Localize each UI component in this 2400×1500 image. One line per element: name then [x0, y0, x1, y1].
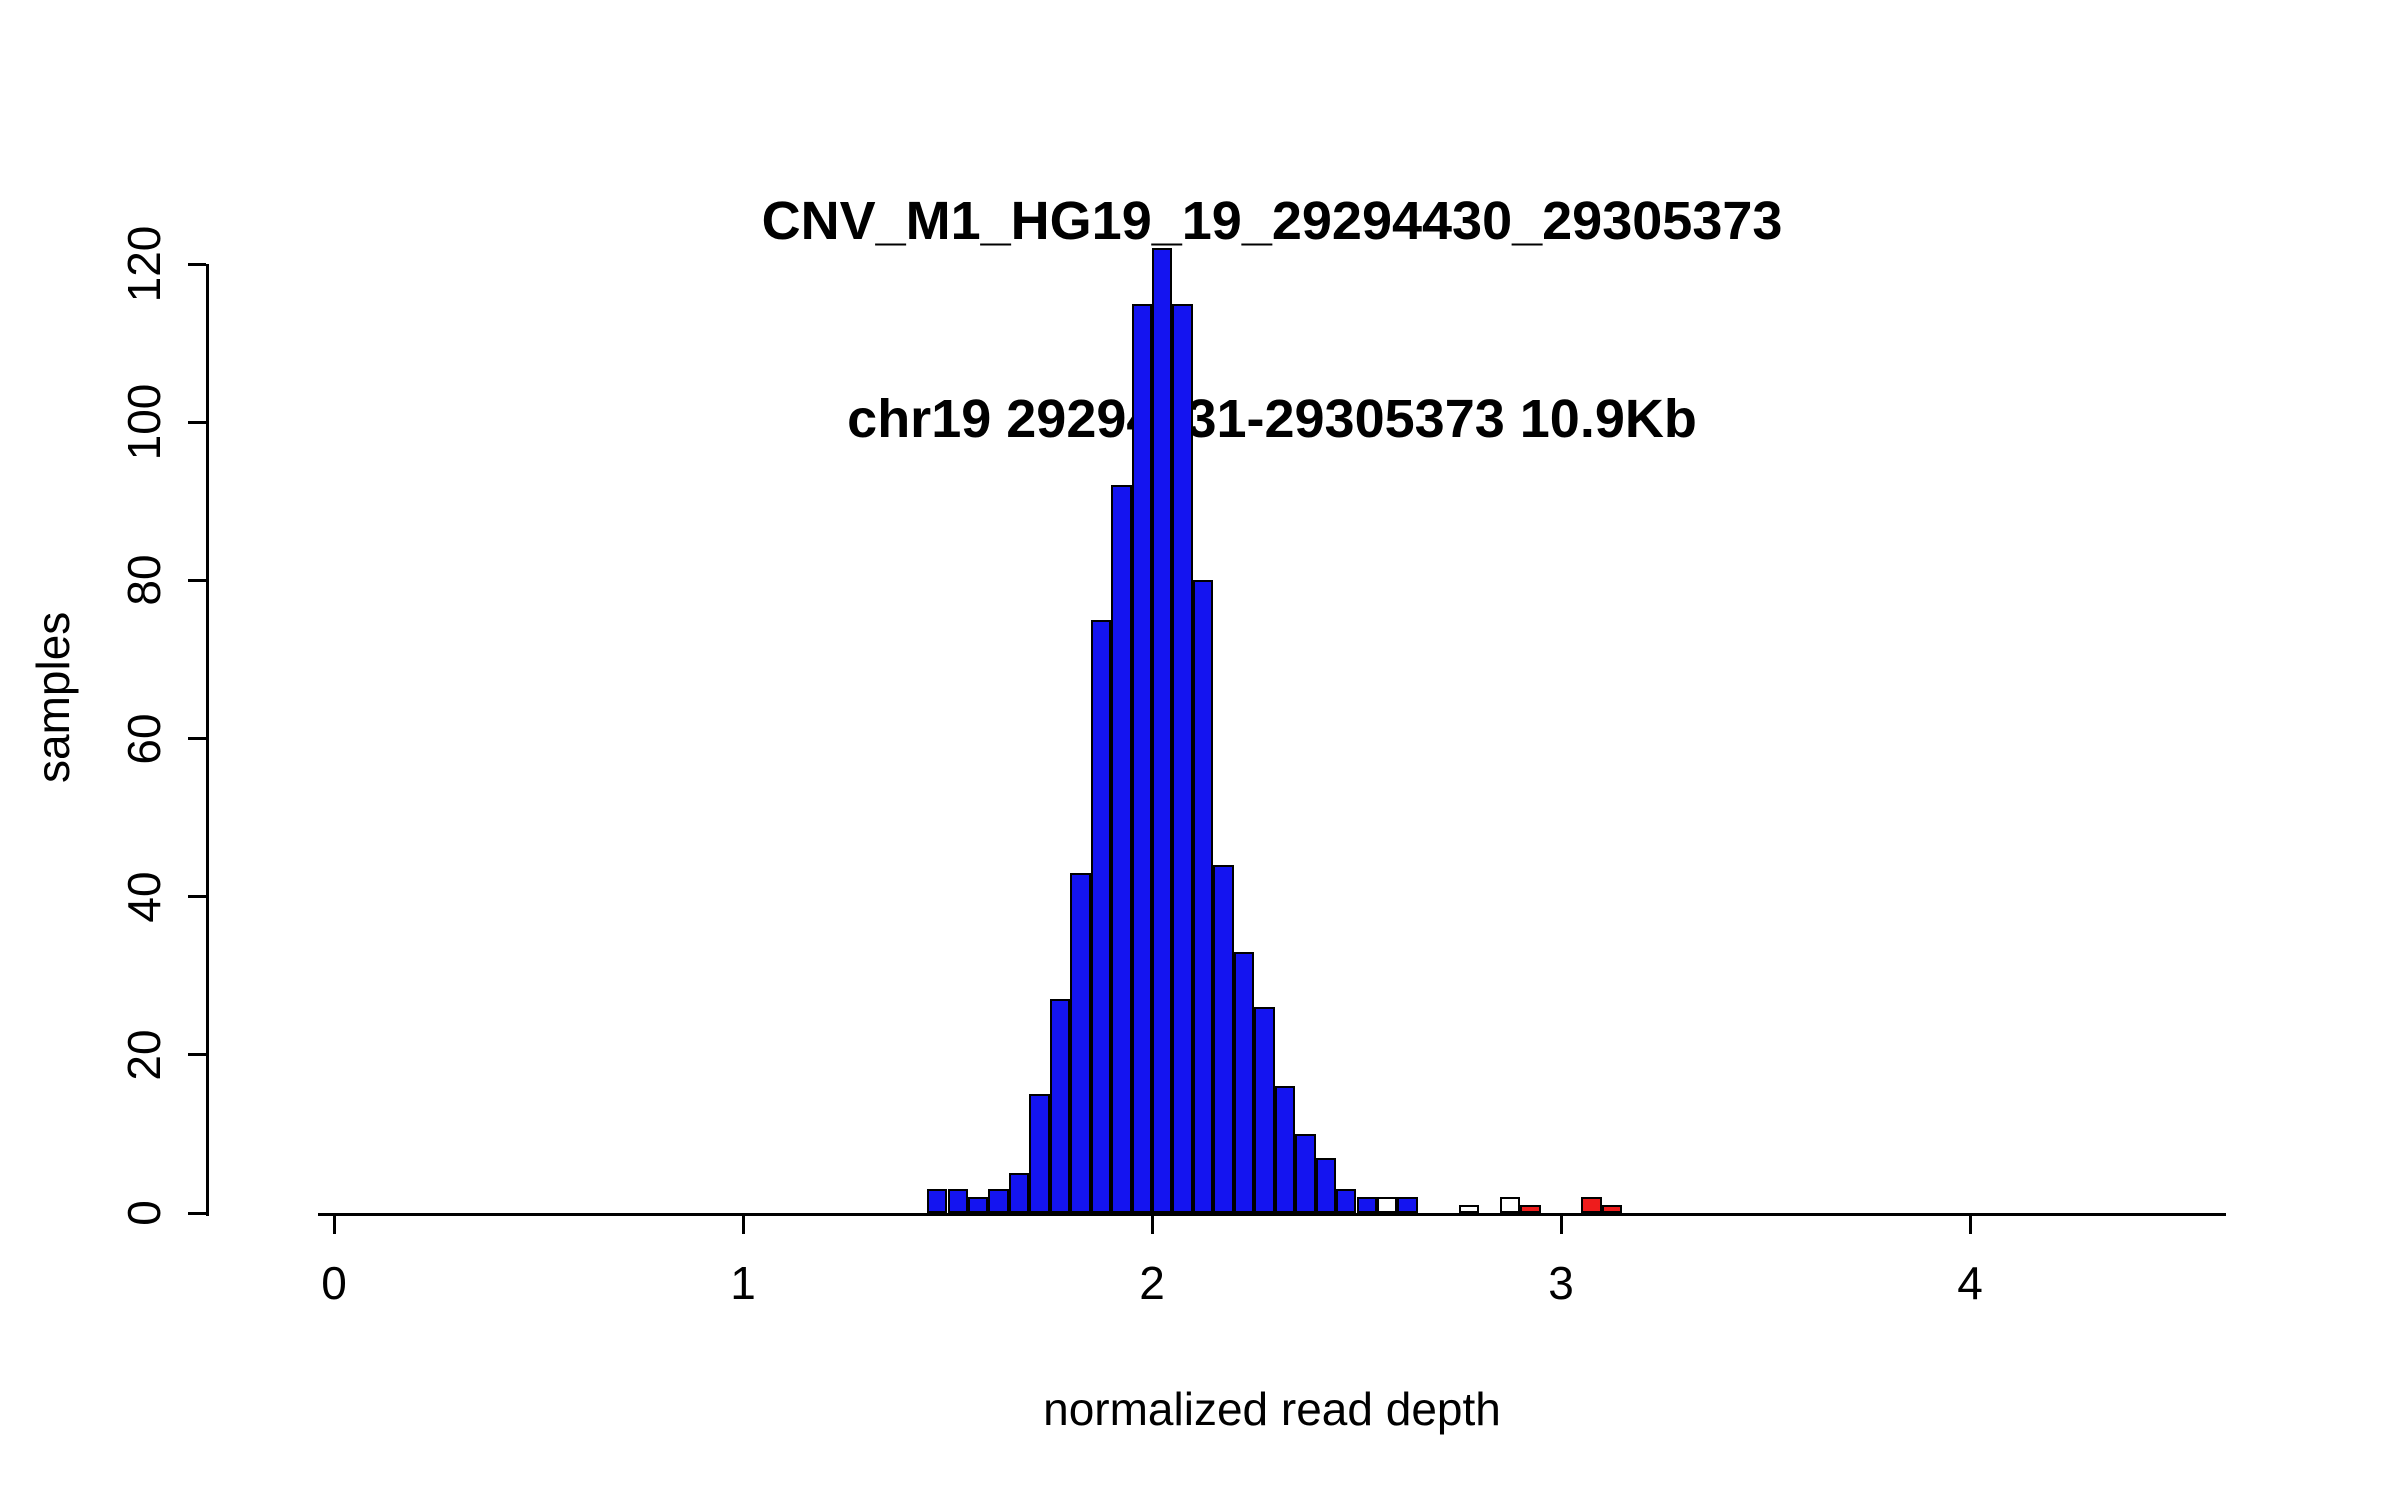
histogram-bar	[1254, 1007, 1275, 1213]
histogram-bar	[927, 1189, 948, 1213]
histogram-bar	[1356, 1197, 1377, 1213]
chart-title: CNV_M1_HG19_19_29294430_29305373 chr19 2…	[318, 56, 2226, 584]
y-axis-tick	[188, 1211, 206, 1215]
histogram-bar	[947, 1189, 968, 1213]
histogram-bar	[1233, 952, 1255, 1213]
histogram-bar	[1458, 1205, 1480, 1213]
histogram-bar	[1172, 303, 1193, 1213]
y-axis-tick	[188, 895, 206, 899]
y-axis-line	[206, 264, 209, 1216]
histogram-bar	[1336, 1189, 1357, 1213]
x-axis-tick	[1968, 1216, 1972, 1234]
x-axis-tick	[332, 1216, 336, 1234]
chart-title-line1: CNV_M1_HG19_19_29294430_29305373	[761, 191, 1783, 251]
histogram-bar	[1295, 1133, 1316, 1213]
x-axis-line	[318, 1213, 2226, 1216]
histogram-bar	[1274, 1086, 1296, 1213]
histogram-bar	[1499, 1197, 1521, 1213]
histogram-bar	[1111, 485, 1132, 1213]
x-axis-tick	[741, 1216, 745, 1234]
histogram-bar	[1090, 619, 1112, 1213]
histogram-bar	[1008, 1173, 1030, 1213]
histogram-bar	[1049, 999, 1071, 1213]
histogram-bar	[1029, 1094, 1050, 1213]
y-axis-tick	[188, 1053, 206, 1057]
histogram-bar	[1520, 1205, 1541, 1213]
y-axis-tick-label: 60	[118, 712, 170, 765]
x-axis-tick-label: 1	[730, 1257, 756, 1309]
histogram-bar	[1152, 248, 1173, 1213]
histogram-bar	[1192, 580, 1214, 1213]
x-axis-tick	[1150, 1216, 1154, 1234]
y-axis-title: samples	[27, 611, 79, 783]
histogram-bar	[1131, 303, 1152, 1213]
x-axis-tick-label: 0	[321, 1257, 347, 1309]
y-axis-tick-label: 20	[118, 1029, 170, 1081]
y-axis-tick	[188, 262, 206, 266]
histogram-bar	[967, 1197, 989, 1213]
y-axis-tick	[188, 737, 206, 740]
y-axis-tick	[188, 578, 206, 582]
x-axis-tick	[1559, 1216, 1563, 1234]
y-axis-tick	[188, 420, 206, 424]
histogram-bar	[988, 1189, 1009, 1213]
y-axis-tick-label: 120	[118, 225, 170, 303]
histogram-bar	[1601, 1205, 1623, 1213]
chart-title-line2: chr19 29294431-29305373 10.9Kb	[847, 389, 1697, 449]
x-axis-tick-label: 4	[1957, 1257, 1983, 1309]
y-axis-tick-label: 40	[118, 871, 170, 923]
histogram-bar	[1581, 1197, 1602, 1213]
histogram-bar	[1376, 1197, 1398, 1213]
x-axis-tick-label: 3	[1548, 1257, 1574, 1309]
x-axis-tick-label: 2	[1139, 1257, 1165, 1309]
histogram-bar	[1315, 1157, 1337, 1213]
x-axis-title: normalized read depth	[1043, 1383, 1501, 1435]
histogram-bar	[1213, 865, 1234, 1213]
y-axis-tick-label: 100	[118, 383, 170, 461]
histogram-bar	[1070, 872, 1091, 1213]
y-axis-tick-label: 80	[118, 554, 170, 606]
y-axis-tick-label: 0	[118, 1200, 170, 1226]
histogram-bar	[1397, 1197, 1418, 1213]
